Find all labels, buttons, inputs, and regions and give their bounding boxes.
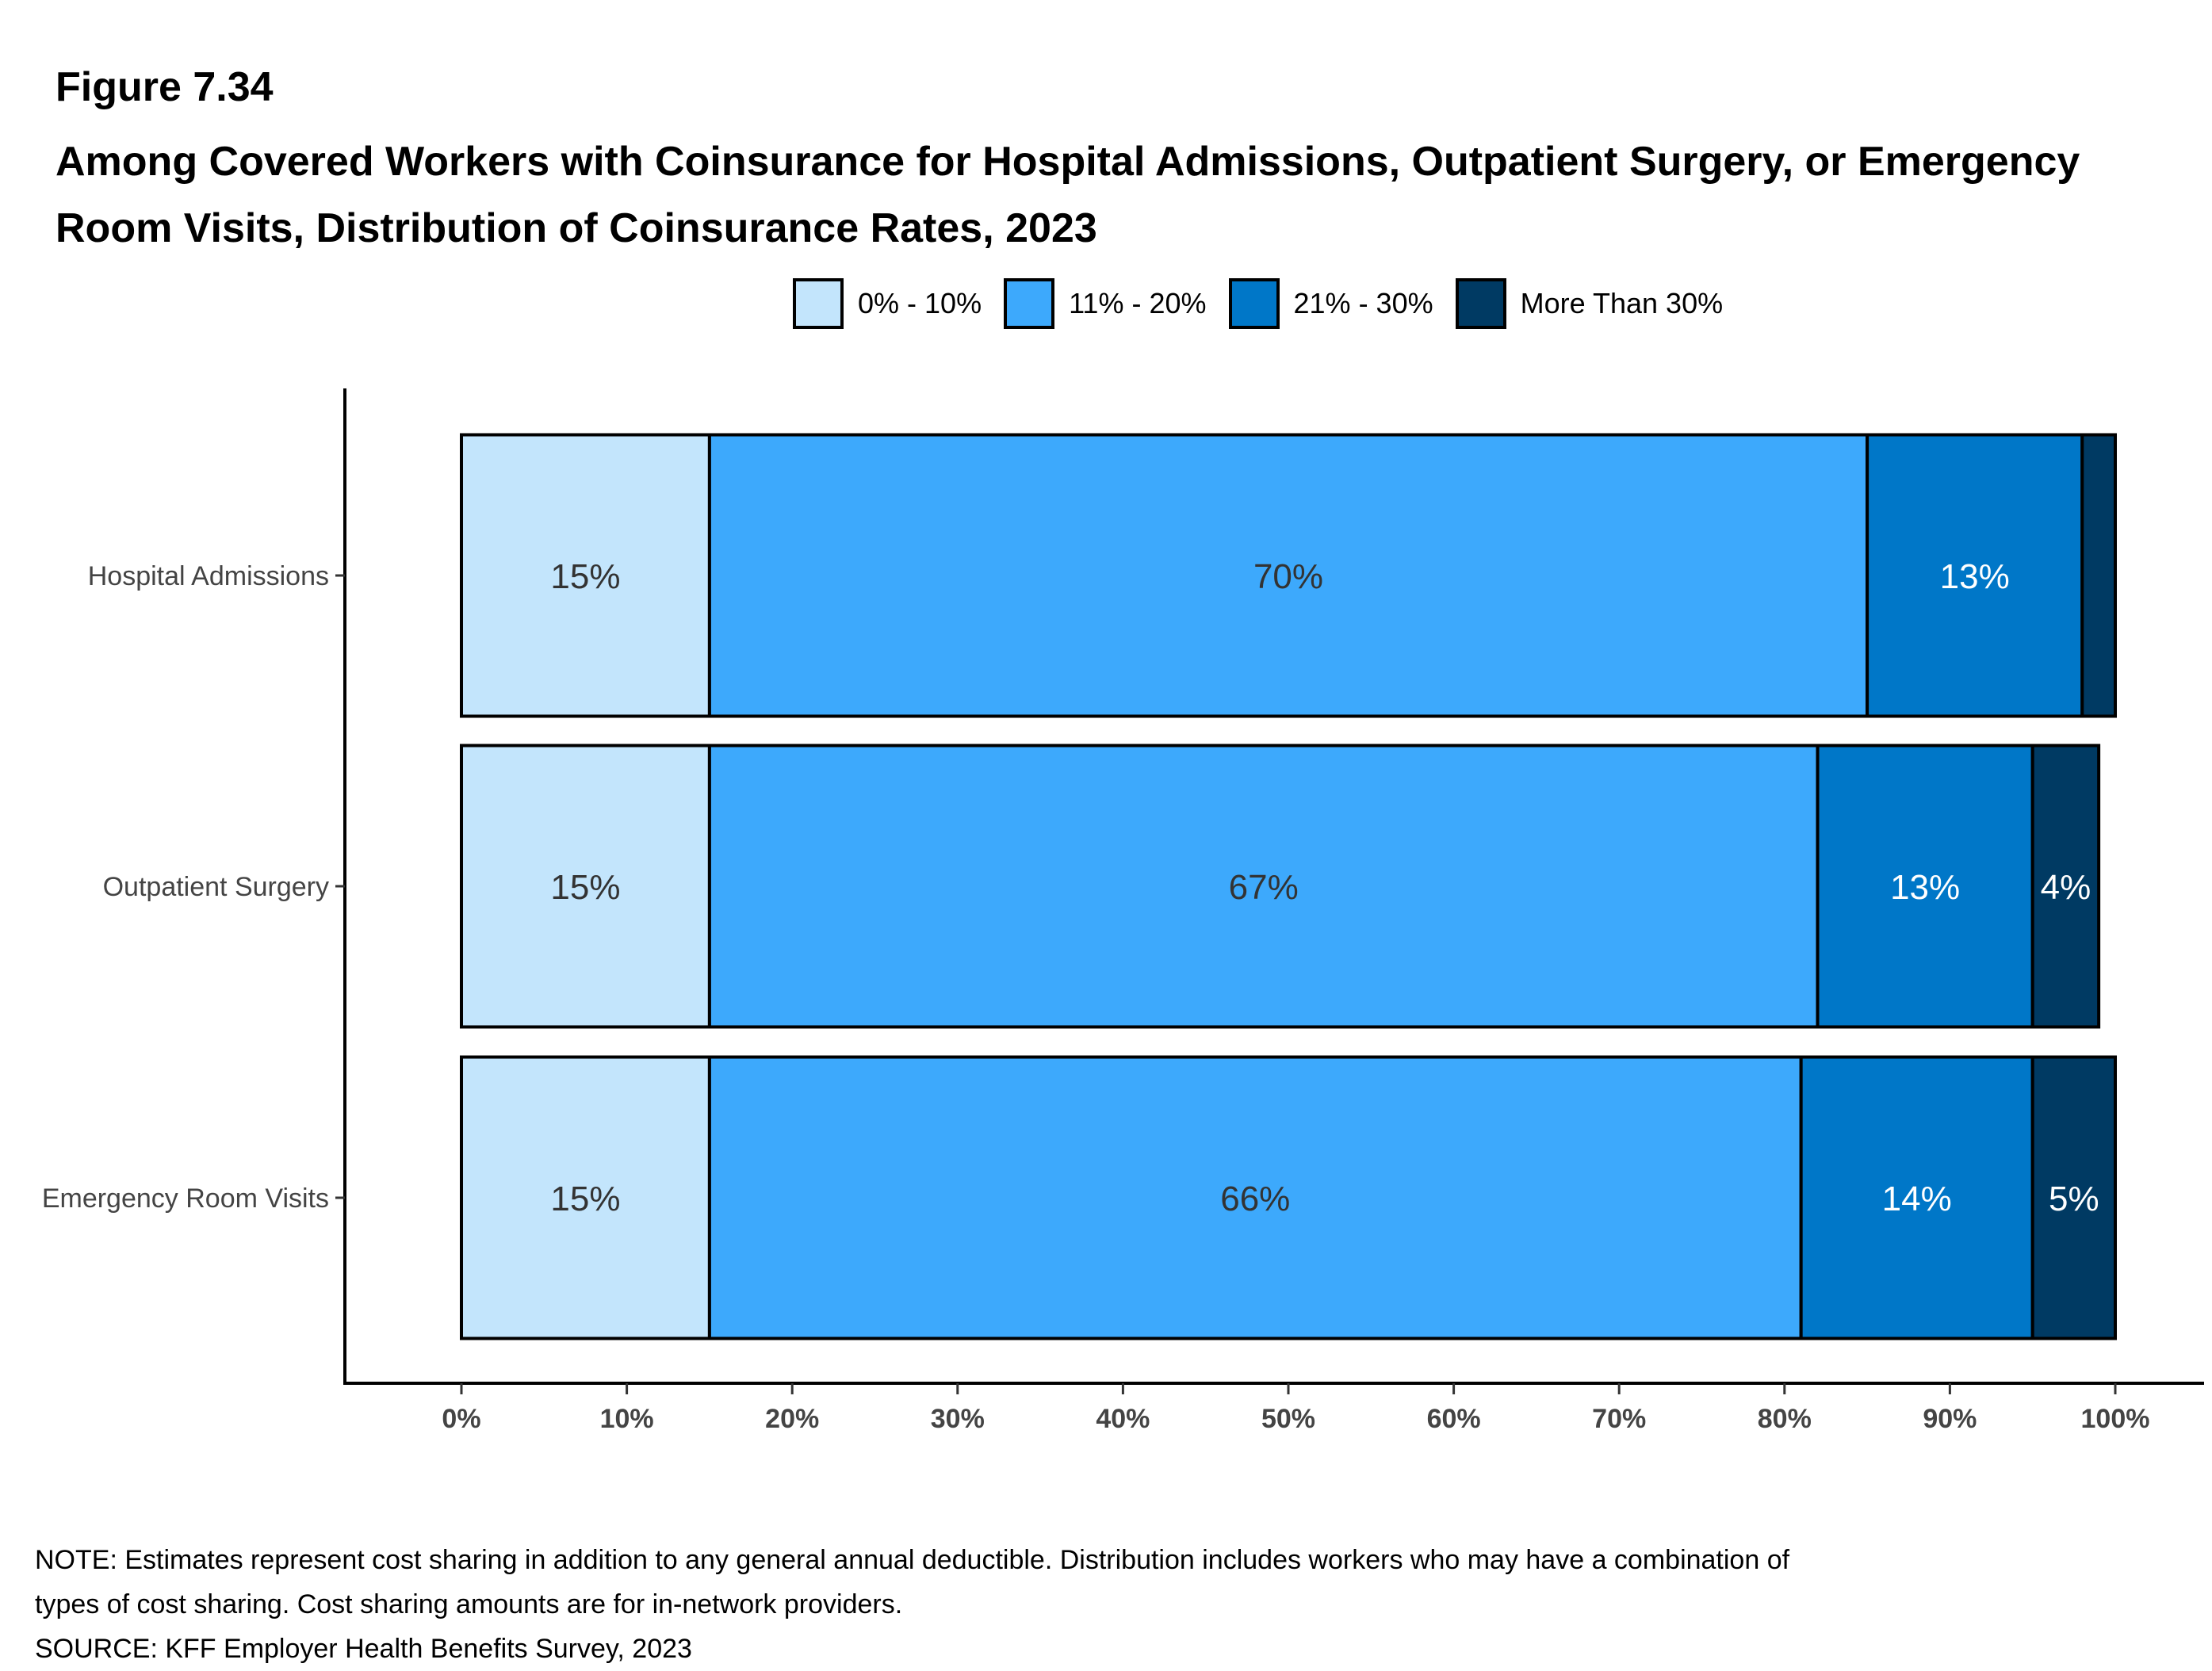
data-label: 15%: [550, 557, 620, 596]
x-tick-label: 0%: [442, 1404, 480, 1434]
bar-segment: [1816, 744, 2034, 1029]
x-tick-label: 30%: [931, 1404, 985, 1434]
bar-segment: [1799, 1055, 2034, 1340]
legend-swatch: [1004, 278, 1055, 329]
x-tick-label: 60%: [1427, 1404, 1481, 1434]
x-tick-label: 10%: [600, 1404, 654, 1434]
bar-segment: [460, 1055, 711, 1340]
bar-segment: [460, 744, 711, 1029]
x-tick-label: 70%: [1592, 1404, 1646, 1434]
data-label: 15%: [550, 868, 620, 907]
legend-label: 11% - 20%: [1069, 287, 1207, 319]
legend-swatch: [1228, 278, 1280, 329]
data-label: 4%: [2041, 868, 2091, 907]
legend-item: 11% - 20%: [1004, 278, 1207, 329]
bar-segment: [707, 744, 1820, 1029]
bar-segment: [707, 1055, 1803, 1340]
data-label: 15%: [550, 1180, 620, 1218]
data-label: 70%: [1253, 557, 1323, 596]
legend-item: 0% - 10%: [793, 278, 982, 329]
source-line: SOURCE: KFF Employer Health Benefits Sur…: [35, 1634, 692, 1664]
x-tick-label: 90%: [1923, 1404, 1977, 1434]
figure-label: Figure 7.34: [55, 64, 274, 110]
y-tick-label: Outpatient Surgery: [103, 872, 329, 902]
notes: NOTE: Estimates represent cost sharing i…: [35, 1538, 1789, 1671]
data-label: 14%: [1882, 1180, 1952, 1218]
legend-swatch: [1455, 278, 1506, 329]
x-tick-label: 80%: [1758, 1404, 1812, 1434]
legend-label: 0% - 10%: [858, 287, 982, 319]
legend-item: 21% - 30%: [1228, 278, 1433, 329]
bar-segment: [1866, 433, 2084, 718]
legend-label: More Than 30%: [1520, 287, 1724, 319]
data-label: 13%: [1890, 868, 1960, 907]
bar-segment: [2080, 433, 2118, 718]
note-line: NOTE: Estimates represent cost sharing i…: [35, 1545, 1790, 1575]
bar-segment: [460, 433, 711, 718]
data-label: 67%: [1229, 868, 1299, 907]
legend: 0% - 10% 11% - 20% 21% - 30% More Than 3…: [793, 275, 1745, 332]
x-tick-label: 50%: [1261, 1404, 1315, 1434]
y-tick-label: Hospital Admissions: [88, 561, 329, 591]
note-line: types of cost sharing. Cost sharing amou…: [35, 1589, 903, 1619]
data-label: 13%: [1940, 557, 2010, 596]
data-label: 5%: [2049, 1180, 2099, 1218]
x-tick-label: 100%: [2081, 1404, 2150, 1434]
x-tick-label: 20%: [765, 1404, 819, 1434]
legend-swatch: [793, 278, 844, 329]
legend-label: 21% - 30%: [1293, 287, 1433, 319]
bar-segment: [2030, 744, 2101, 1029]
bar-segment: [2030, 1055, 2117, 1340]
chart-title: Among Covered Workers with Coinsurance f…: [55, 139, 2080, 251]
legend-item: More Than 30%: [1455, 278, 1724, 329]
x-tick-label: 40%: [1096, 1404, 1150, 1434]
chart-plot: 0% 10% 20% 30% 40% 50% 60% 70% 80% 90% 100% Hospita…: [42, 388, 2204, 1434]
data-label: 66%: [1220, 1180, 1290, 1218]
y-tick-label: Emergency Room Visits: [42, 1183, 329, 1214]
